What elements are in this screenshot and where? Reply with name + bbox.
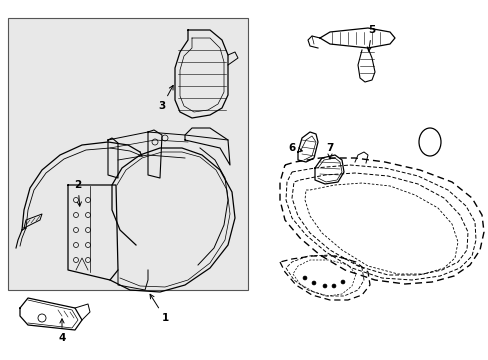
Text: 2: 2	[74, 180, 81, 206]
Text: 1: 1	[150, 294, 168, 323]
Text: 5: 5	[366, 25, 375, 51]
Text: 7: 7	[325, 143, 333, 159]
Text: 3: 3	[158, 85, 173, 111]
Circle shape	[323, 284, 326, 288]
Text: 6: 6	[288, 143, 302, 153]
Circle shape	[331, 284, 335, 288]
Circle shape	[311, 281, 315, 285]
Bar	[8, 18, 247, 290]
Circle shape	[340, 280, 345, 284]
Circle shape	[303, 276, 306, 280]
Text: 4: 4	[58, 319, 65, 343]
